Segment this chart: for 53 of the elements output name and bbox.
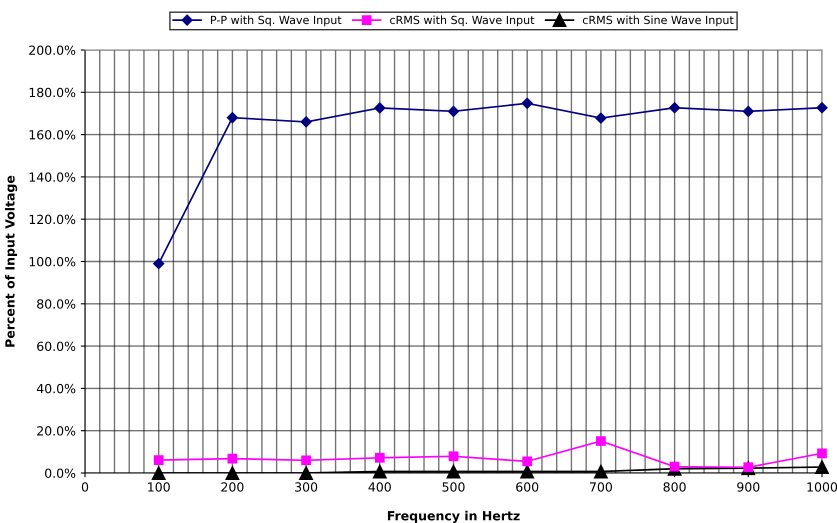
y-axis-title: Percent of Input Voltage: [5, 176, 18, 347]
x-tick-label: 900: [737, 482, 760, 492]
x-tick-label: 400: [368, 482, 391, 492]
point: [668, 102, 680, 114]
point: [226, 112, 238, 124]
y-tick-label: 0.0%: [45, 468, 76, 478]
y-tick-label: 180.0%: [30, 88, 76, 98]
point: [596, 436, 606, 446]
y-tick-label: 40.0%: [36, 384, 76, 394]
x-axis-title: Frequency in Hertz: [388, 510, 520, 523]
point: [225, 466, 240, 480]
point: [595, 112, 607, 124]
point: [374, 452, 385, 463]
x-tick-label: 700: [590, 482, 612, 492]
x-tick-label: 0: [82, 482, 88, 492]
x-tick-label: 500: [442, 482, 465, 492]
y-tick-label: 80.0%: [37, 299, 76, 309]
y-tick-label: 200.0%: [29, 45, 76, 55]
y-tick-label: 120.0%: [30, 214, 76, 224]
point: [299, 466, 314, 480]
y-tick-label: 60.0%: [37, 342, 76, 352]
point: [817, 448, 827, 458]
point: [301, 455, 311, 466]
y-tick-label: 100.0%: [30, 256, 76, 266]
x-tick-label: 300: [295, 482, 318, 492]
point: [374, 102, 386, 114]
legend-label: P-P with Sq. Wave Input: [210, 16, 342, 26]
x-tick-label: 100: [148, 482, 170, 492]
x-tick-label: 600: [516, 482, 538, 492]
y-tick-label: 140.0%: [30, 172, 76, 182]
point: [448, 451, 458, 462]
x-tick-label: 1000: [807, 482, 837, 492]
legend-label: cRMS with Sq. Wave Input: [390, 16, 534, 26]
point: [522, 98, 533, 109]
x-tick-label: 800: [664, 482, 686, 492]
point: [152, 466, 166, 480]
point: [372, 464, 387, 478]
y-tick-label: 160.0%: [30, 130, 76, 140]
point: [300, 116, 312, 128]
point: [520, 464, 534, 478]
point: [228, 454, 238, 464]
point: [448, 106, 460, 117]
point: [742, 106, 754, 117]
point: [153, 258, 164, 270]
legend-label: cRMS with Sine Wave Input: [582, 16, 734, 26]
y-tick-label: 20.0%: [37, 426, 76, 436]
point: [594, 464, 608, 478]
point: [446, 464, 460, 478]
point: [154, 455, 164, 465]
point: [816, 102, 828, 114]
point: [815, 460, 829, 474]
x-tick-label: 200: [221, 482, 244, 492]
point: [522, 456, 532, 466]
